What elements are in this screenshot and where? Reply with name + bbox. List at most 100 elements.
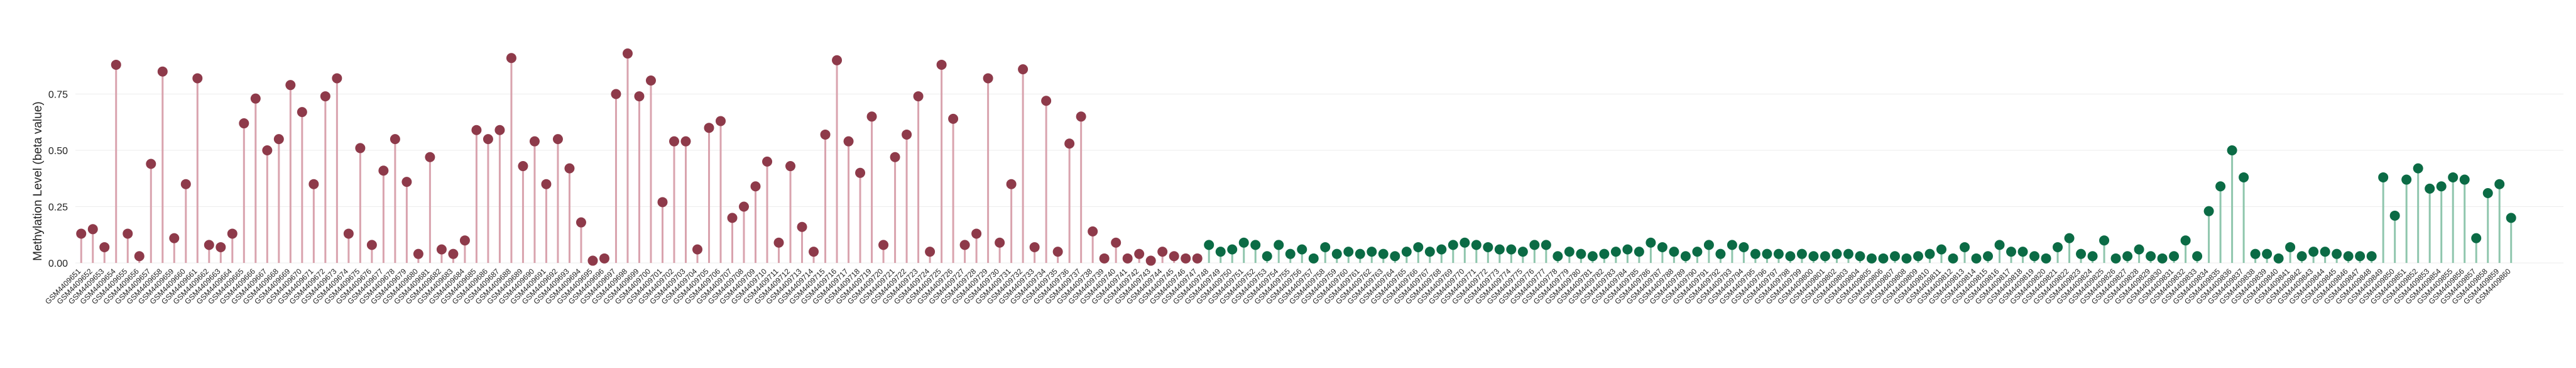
lollipop-point bbox=[332, 73, 342, 84]
lollipop-point bbox=[1181, 253, 1191, 264]
lollipop-point bbox=[925, 247, 936, 257]
lollipop-point bbox=[634, 91, 645, 102]
lollipop-point bbox=[1936, 244, 1946, 255]
lollipop-point bbox=[1378, 248, 1389, 259]
lollipop-point bbox=[1645, 237, 1656, 248]
lollipop-point bbox=[1831, 248, 1842, 259]
grid-lines bbox=[75, 94, 2563, 264]
lollipop-point bbox=[459, 235, 470, 246]
lollipop-point bbox=[1250, 240, 1261, 250]
lollipop-point bbox=[1413, 242, 1424, 252]
lollipop-point bbox=[1855, 251, 1865, 262]
lollipop-point bbox=[855, 167, 866, 178]
lollipop-point bbox=[1076, 111, 1086, 122]
lollipop-point bbox=[1145, 255, 1156, 266]
lollipop-point bbox=[1215, 247, 1226, 257]
lollipop-point bbox=[285, 80, 296, 91]
lollipop-point bbox=[1238, 237, 1249, 248]
lollipop-point bbox=[1703, 240, 1714, 250]
lollipop-point bbox=[297, 107, 307, 118]
lollipop-point bbox=[320, 91, 330, 102]
lollipop-point bbox=[1599, 248, 1610, 259]
lollipop-point bbox=[239, 118, 249, 129]
lollipop-point bbox=[2227, 145, 2237, 155]
lollipop-point bbox=[1692, 247, 1703, 257]
lollipop-point bbox=[1204, 240, 1214, 250]
lollipop-point bbox=[1960, 242, 1970, 252]
lollipop-point bbox=[2262, 248, 2273, 259]
lollipop-point bbox=[727, 213, 738, 223]
lollipop-point bbox=[750, 181, 761, 192]
lollipop-point bbox=[169, 233, 180, 243]
lollipop-point bbox=[366, 240, 377, 250]
lollipop-point bbox=[2099, 235, 2110, 246]
lollipop-point bbox=[494, 125, 505, 135]
lollipop-point bbox=[1680, 251, 1691, 262]
lollipop-point bbox=[948, 113, 959, 124]
lollipop-point bbox=[1913, 251, 1923, 262]
lollipop-point bbox=[1134, 248, 1145, 259]
lollipop-point bbox=[99, 242, 110, 252]
lollipop-point bbox=[1889, 251, 1900, 262]
lollipop-point bbox=[2180, 235, 2191, 246]
lollipop-point bbox=[843, 136, 854, 147]
lollipop-point bbox=[1866, 253, 1877, 264]
lollipop-point bbox=[1448, 240, 1458, 250]
lollipop-point bbox=[622, 48, 633, 59]
lollipop-point bbox=[1064, 138, 1075, 149]
lollipop-point bbox=[262, 145, 273, 155]
lollipop-point bbox=[2436, 181, 2447, 192]
lollipop-point bbox=[1111, 237, 1122, 248]
lollipop-point bbox=[227, 228, 237, 239]
lollipop-point bbox=[1227, 244, 1238, 255]
lollipop-point bbox=[401, 177, 412, 187]
y-axis-ticks: 0.00 0.25 0.50 0.75 bbox=[48, 90, 68, 270]
lollipop-point bbox=[76, 228, 87, 239]
lollipop-point bbox=[2296, 251, 2307, 262]
lollipop-point bbox=[1529, 240, 1540, 250]
lollipop-point bbox=[1657, 242, 1667, 252]
lollipop-point bbox=[1808, 251, 1819, 262]
lollipop-point bbox=[1029, 242, 1040, 252]
lollipop-point bbox=[2506, 213, 2516, 223]
lollipop-point bbox=[1669, 247, 1679, 257]
lollipop-point bbox=[1553, 251, 1563, 262]
lollipop-point bbox=[890, 152, 900, 162]
lollipop-point bbox=[576, 217, 586, 228]
lollipop-point bbox=[111, 59, 121, 70]
lollipop-point bbox=[1610, 247, 1621, 257]
lollipop-point bbox=[2250, 248, 2261, 259]
lollipop-points bbox=[76, 48, 2516, 266]
lollipop-point bbox=[134, 251, 145, 262]
lollipop-point bbox=[2494, 179, 2505, 189]
lollipop-stems bbox=[80, 53, 2513, 263]
lollipop-point bbox=[1587, 251, 1598, 262]
lollipop-point bbox=[123, 228, 133, 239]
lollipop-point bbox=[216, 242, 226, 252]
lollipop-point bbox=[669, 136, 679, 147]
lollipop-point bbox=[1994, 240, 2005, 250]
lollipop-point bbox=[716, 116, 726, 126]
y-tick-label: 0.75 bbox=[48, 90, 68, 101]
lollipop-point bbox=[2389, 210, 2400, 221]
lollipop-point bbox=[832, 55, 843, 65]
lollipop-point bbox=[483, 134, 493, 145]
lollipop-point bbox=[180, 179, 191, 189]
lollipop-point bbox=[1634, 247, 1644, 257]
lollipop-point bbox=[1331, 248, 1342, 259]
lollipop-point bbox=[1727, 240, 1737, 250]
lollipop-point bbox=[157, 66, 168, 77]
lollipop-point bbox=[1983, 251, 1994, 262]
y-axis-label: Methylation Level (beta value) bbox=[31, 101, 45, 260]
lollipop-point bbox=[611, 89, 621, 99]
lollipop-point bbox=[1436, 244, 1447, 255]
lollipop-point bbox=[1018, 64, 1029, 75]
lollipop-point bbox=[1715, 248, 1726, 259]
lollipop-point bbox=[2285, 242, 2296, 252]
lollipop-point bbox=[2459, 174, 2470, 185]
lollipop-point bbox=[1564, 247, 1575, 257]
lollipop-point bbox=[2110, 253, 2121, 264]
lollipop-point bbox=[2332, 248, 2342, 259]
lollipop-point bbox=[995, 237, 1005, 248]
lollipop-point bbox=[308, 179, 319, 189]
